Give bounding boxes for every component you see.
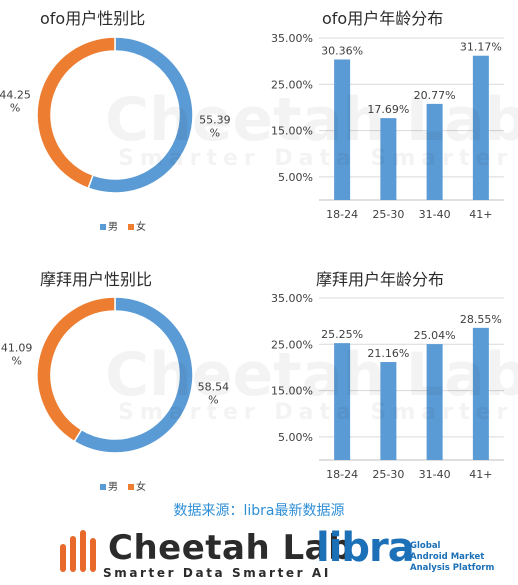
svg-text:%: % <box>208 393 218 406</box>
x-tick-1: 25-30 <box>372 468 404 481</box>
donut-label-1: 41.09% <box>1 342 33 368</box>
ofo-age-bars: 35.00% 25.00% 15.00% 5.00% 30.36% 18-24 17.69%… <box>271 32 504 221</box>
mobike-gender-chart: 58.54% 41.09% 男女 <box>0 260 259 500</box>
mobike-age-chart: 35.00% 25.00% 15.00% 5.00% 25.25% 18-24 21.16%… <box>259 260 518 500</box>
y-tick-3: 5.00% <box>278 171 313 184</box>
mobike-age-bars: 35.00% 25.00% 15.00% 5.00% 25.25% 18-24 21.16%… <box>271 292 504 481</box>
data-source-note: 数据来源：libra最新数据源 <box>173 503 345 519</box>
bar-2 <box>426 344 443 460</box>
donut-label-0: 58.54% <box>198 380 230 406</box>
bar-value-label-3: 28.55% <box>460 313 502 326</box>
svg-text:58.54: 58.54 <box>198 380 230 393</box>
bar-0 <box>334 59 351 201</box>
legend-label-0: 男 <box>108 221 118 233</box>
legend-label-0: 男 <box>108 481 118 493</box>
donut-label-1: 44.25% <box>0 89 31 115</box>
y-tick-0: 35.00% <box>271 32 313 45</box>
bar-3 <box>472 55 489 200</box>
bar-3 <box>472 327 489 460</box>
ofo-gender-donut: 55.39%44.25%男女 <box>0 36 231 233</box>
bar-2 <box>426 103 443 200</box>
donut-legend: 男女 <box>100 480 146 493</box>
y-tick-1: 25.00% <box>271 338 313 351</box>
donut-slice-0 <box>87 36 194 194</box>
bar-value-label-2: 25.04% <box>414 329 456 342</box>
footer-logo-art <box>60 530 96 572</box>
donut-slice-0 <box>73 296 194 454</box>
legend-swatch-1 <box>128 224 134 230</box>
cheetah-logo-icon <box>60 530 96 572</box>
x-tick-3: 41+ <box>469 208 492 221</box>
x-tick-3: 41+ <box>469 468 492 481</box>
bar-1 <box>380 118 397 200</box>
svg-text:%: % <box>11 355 21 368</box>
svg-text:44.25: 44.25 <box>0 89 31 102</box>
bar-value-label-3: 31.17% <box>460 41 502 54</box>
svg-text:41.09: 41.09 <box>1 342 33 355</box>
donut-slice-1 <box>36 36 116 190</box>
y-tick-2: 15.00% <box>271 125 313 138</box>
footer-partner-name: libra <box>316 525 415 571</box>
donut-slice-1 <box>36 296 116 443</box>
bar-0 <box>334 343 351 460</box>
x-tick-0: 18-24 <box>326 468 358 481</box>
ofo-gender-chart: 55.39% 44.25% 男女 <box>0 0 259 260</box>
bar-value-label-0: 30.36% <box>321 44 363 57</box>
x-tick-1: 25-30 <box>372 208 404 221</box>
bar-value-label-1: 17.69% <box>367 103 409 116</box>
donut-label-0: 55.39% <box>199 113 231 139</box>
bar-title-ofo: ofo用户年龄分布 <box>322 9 444 28</box>
y-tick-3: 5.00% <box>278 431 313 444</box>
svg-text:55.39: 55.39 <box>199 113 231 126</box>
x-tick-0: 18-24 <box>326 208 358 221</box>
legend-swatch-0 <box>100 484 106 490</box>
bar-title-mobike: 摩拜用户年龄分布 <box>316 270 445 289</box>
legend-label-1: 女 <box>136 480 146 493</box>
ofo-age-chart: 35.00% 25.00% 15.00% 5.00% 30.36% 18-24 17.69%… <box>259 0 518 260</box>
pie-title-mobike: 摩拜用户性别比 <box>40 270 153 289</box>
legend-swatch-0 <box>100 224 106 230</box>
footer-brand-name: Cheetah Lab <box>108 528 353 568</box>
bar-value-label-1: 21.16% <box>367 347 409 360</box>
bar-1 <box>380 362 397 460</box>
bar-value-label-0: 25.25% <box>321 328 363 341</box>
footer-partner-tagline: Global Android Market Analysis Platform <box>410 541 495 573</box>
legend-swatch-1 <box>128 484 134 490</box>
mobike-gender-donut: 58.54%41.09%男女 <box>1 296 230 493</box>
x-tick-2: 31-40 <box>419 208 451 221</box>
x-tick-2: 31-40 <box>419 468 451 481</box>
svg-text:%: % <box>10 102 20 115</box>
footer-brand-tagline: Smarter Data Smarter AI <box>103 566 331 580</box>
svg-text:%: % <box>210 126 220 139</box>
legend-label-1: 女 <box>136 220 146 233</box>
pie-title-ofo: ofo用户性别比 <box>40 9 146 28</box>
bar-value-label-2: 20.77% <box>414 89 456 102</box>
donut-legend: 男女 <box>100 220 146 233</box>
y-tick-1: 25.00% <box>271 78 313 91</box>
y-tick-2: 15.00% <box>271 385 313 398</box>
y-tick-0: 35.00% <box>271 292 313 305</box>
